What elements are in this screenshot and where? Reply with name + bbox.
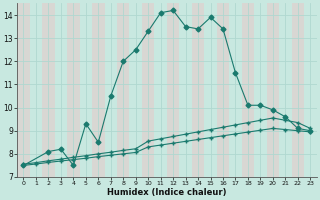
Bar: [292, 3, 304, 177]
X-axis label: Humidex (Indice chaleur): Humidex (Indice chaleur): [107, 188, 227, 197]
Bar: [42, 3, 55, 177]
Bar: [217, 3, 229, 177]
Bar: [117, 3, 130, 177]
Bar: [167, 3, 180, 177]
Bar: [192, 3, 204, 177]
Bar: [267, 3, 279, 177]
Bar: [17, 3, 30, 177]
Bar: [67, 3, 80, 177]
Bar: [92, 3, 105, 177]
Bar: [242, 3, 254, 177]
Bar: [142, 3, 155, 177]
